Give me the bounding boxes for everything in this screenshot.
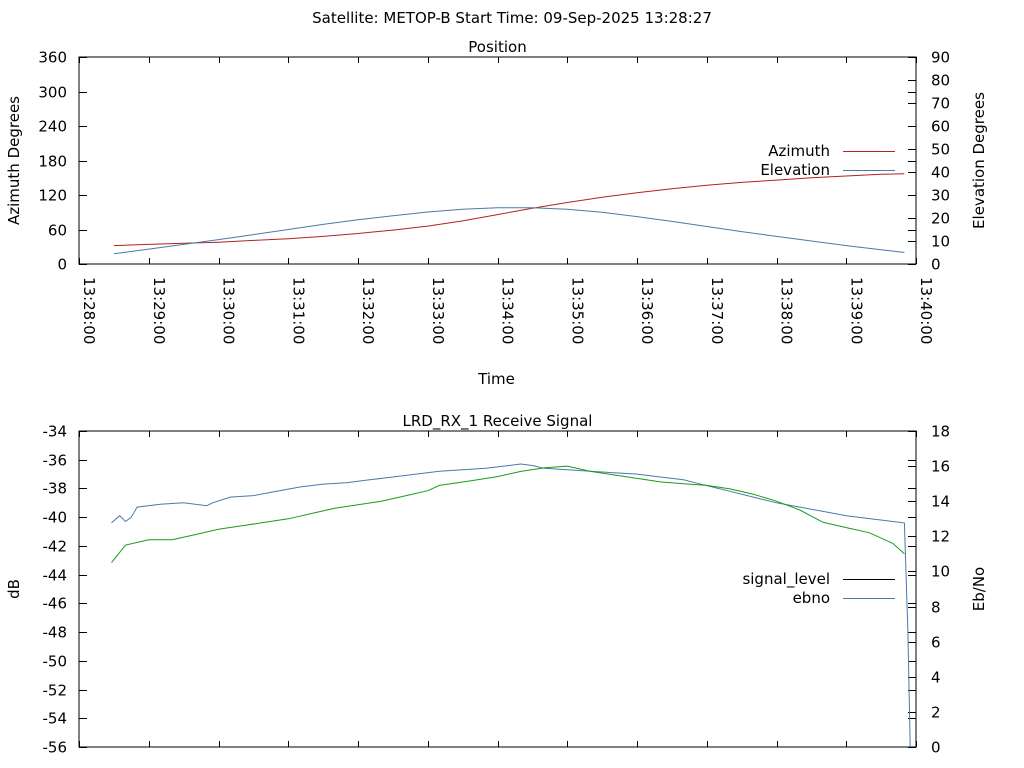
position-chart: Position 0 60 120 180 240 300 360 0 10 20 30 40 50 60 7… [5, 38, 988, 388]
y-tick-label: 180 [38, 153, 67, 171]
y-tick-label: -52 [43, 682, 68, 700]
y2-tick-label: 90 [931, 49, 950, 67]
y2-tick-label: 60 [931, 118, 950, 136]
series-line-Azimuth [113, 173, 905, 247]
series-line-signal_level [111, 463, 911, 748]
y2-tick-label: 2 [931, 704, 941, 722]
y-tick-label: -56 [43, 739, 68, 757]
y2-tick-label: 80 [931, 72, 950, 90]
y-tick-label: 0 [57, 256, 67, 274]
y-axis-label: dB [5, 579, 23, 599]
y2-tick-label: 0 [931, 256, 941, 274]
y2-tick-label: 12 [931, 528, 950, 546]
y2-tick-label: 10 [931, 563, 950, 581]
y-tick-label: 240 [38, 118, 67, 136]
y-tick-label: -44 [43, 567, 68, 585]
x-tick-label: 13:36:00 [638, 277, 656, 344]
plot-frame [78, 56, 917, 265]
y2-tick-label: 18 [931, 423, 950, 441]
x-tick-label: 13:33:00 [429, 277, 447, 344]
y-tick-label: 360 [38, 49, 67, 67]
y2-tick-label: 20 [931, 210, 950, 228]
x-tick-label: 13:39:00 [847, 277, 865, 344]
legend-label: Elevation [760, 161, 830, 179]
x-tick-label: 13:40:00 [917, 277, 935, 344]
y2-tick-label: 30 [931, 187, 950, 205]
legend-label: signal_level [742, 570, 830, 589]
y-tick-label: -54 [43, 710, 68, 728]
y-tick-label: 300 [38, 84, 67, 102]
y-tick-label: -50 [43, 653, 68, 671]
x-tick-label: 13:29:00 [150, 277, 168, 344]
y-tick-label: -42 [43, 538, 68, 556]
x-tick-label: 13:30:00 [220, 277, 238, 344]
x-tick-label: 13:38:00 [778, 277, 796, 344]
y2-tick-label: 14 [931, 493, 950, 511]
series-line-Elevation [113, 207, 905, 255]
suptitle: Satellite: METOP-B Start Time: 09-Sep-20… [312, 9, 712, 27]
y-tick-label: -40 [43, 509, 68, 527]
y2-tick-label: 16 [931, 458, 950, 476]
receive-signal-chart: LRD_RX_1 Receive Signal -56 -54 -52 -50 -48 -4… [5, 412, 988, 757]
x-tick-label: 13:31:00 [289, 277, 307, 344]
y2-tick-label: 70 [931, 95, 950, 113]
x-tick-label: 13:32:00 [359, 277, 377, 344]
y-tick-label: -34 [43, 423, 68, 441]
y2-tick-label: 10 [931, 233, 950, 251]
y2-tick-label: 8 [931, 599, 941, 617]
x-tick-label: 13:28:00 [80, 277, 98, 344]
plot-frame [78, 430, 917, 748]
chart-title: Position [468, 38, 526, 56]
x-tick-label: 13:35:00 [568, 277, 586, 344]
y2-tick-label: 4 [931, 669, 941, 687]
y2-axis-label: Elevation Degrees [970, 92, 988, 229]
y-tick-label: -48 [43, 624, 68, 642]
y-tick-label: 60 [48, 222, 67, 240]
y2-tick-label: 40 [931, 164, 950, 182]
y-tick-label: -46 [43, 595, 68, 613]
legend-label: Azimuth [768, 142, 830, 160]
x-tick-label: 13:37:00 [708, 277, 726, 344]
y-axis-label: Azimuth Degrees [5, 96, 23, 225]
chart-title: LRD_RX_1 Receive Signal [403, 412, 593, 431]
y2-tick-label: 0 [931, 739, 941, 757]
y2-axis-label: Eb/No [970, 567, 988, 611]
y-tick-label: 120 [38, 187, 67, 205]
y2-tick-label: 50 [931, 141, 950, 159]
legend-label: ebno [793, 589, 830, 607]
x-tick-label: 13:34:00 [499, 277, 517, 344]
x-axis-label: Time [477, 370, 515, 388]
y2-tick-label: 6 [931, 634, 941, 652]
y-tick-label: -38 [43, 480, 68, 498]
series-line-ebno [111, 465, 905, 564]
y-tick-label: -36 [43, 452, 68, 470]
